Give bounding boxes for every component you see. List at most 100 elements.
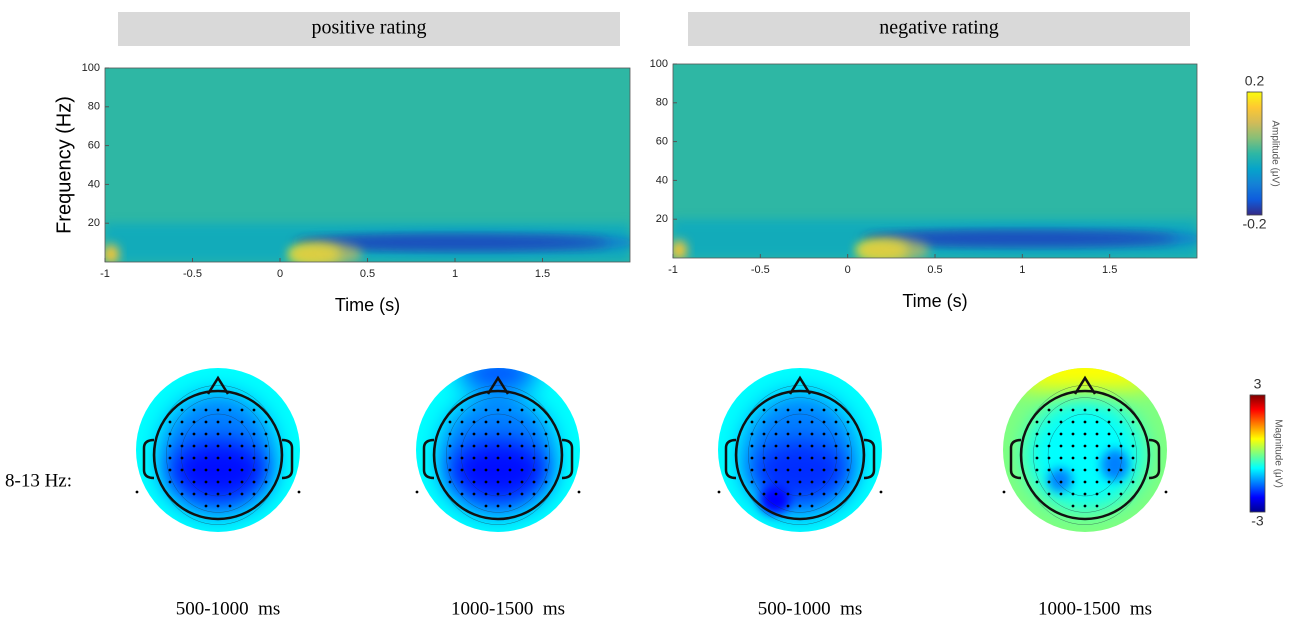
heatmap (105, 68, 630, 262)
electrode (460, 468, 464, 472)
electrode (810, 432, 814, 436)
x-tick-label: -0.5 (183, 268, 202, 280)
contour (748, 397, 852, 513)
electrode (1095, 432, 1099, 436)
y-tick-label: 60 (88, 140, 100, 152)
electrode (774, 480, 778, 484)
electrode (1059, 456, 1063, 460)
electrode (786, 456, 790, 460)
electrode (496, 432, 500, 436)
electrode (228, 468, 232, 472)
electrode (798, 456, 802, 460)
electrode (204, 468, 208, 472)
electrode (822, 468, 826, 472)
electrode (1047, 492, 1051, 496)
y-tick-label: 100 (82, 62, 100, 74)
electrode (1107, 408, 1111, 412)
electrode (252, 480, 256, 484)
electrode (520, 468, 524, 472)
electrode (228, 408, 232, 412)
electrode (786, 468, 790, 472)
electrode (762, 456, 766, 460)
electrode (204, 492, 208, 496)
electrode (1083, 480, 1087, 484)
electrode (1047, 444, 1051, 448)
head (432, 389, 564, 521)
head (734, 389, 866, 521)
evoked-blob (856, 238, 930, 258)
electrode (228, 480, 232, 484)
nose (206, 375, 230, 395)
electrode (460, 456, 464, 460)
title-bar (118, 12, 620, 46)
topomap (135, 368, 301, 532)
ear (863, 438, 876, 480)
electrode (508, 420, 512, 424)
electrode (834, 420, 838, 424)
electrode (834, 492, 838, 496)
electrode (448, 480, 452, 484)
electrode (448, 444, 452, 448)
electrode (1131, 444, 1135, 448)
electrode (544, 480, 548, 484)
electrode (228, 492, 232, 496)
electrode (496, 444, 500, 448)
electrode (786, 444, 790, 448)
electrode (774, 456, 778, 460)
ear (561, 438, 574, 480)
electrode (1095, 492, 1099, 496)
electrode (1119, 444, 1123, 448)
electrode (846, 432, 850, 436)
electrode (1164, 490, 1168, 494)
contour (180, 413, 256, 497)
electrode (532, 492, 536, 496)
electrode (762, 444, 766, 448)
electrode (879, 490, 883, 494)
colorbar-tick-label: -3 (1251, 513, 1264, 529)
electrode (834, 444, 838, 448)
topomap (1002, 368, 1168, 532)
contour (762, 413, 838, 497)
electrode (508, 456, 512, 460)
map-label: 500-1000 ms (176, 598, 281, 619)
electrode (822, 432, 826, 436)
x-tick-label: 1 (452, 268, 458, 280)
electrode (1059, 420, 1063, 424)
electrode (168, 456, 172, 460)
edge-blob (105, 244, 119, 262)
electrode (264, 420, 268, 424)
x-tick-label: 0 (845, 264, 851, 276)
electrode (1119, 480, 1123, 484)
electrode (520, 432, 524, 436)
electrode (810, 456, 814, 460)
electrode (1047, 456, 1051, 460)
electrode (1095, 456, 1099, 460)
electrode (520, 444, 524, 448)
electrode (1035, 480, 1039, 484)
electrode (180, 480, 184, 484)
electrode (216, 492, 220, 496)
y-axis-label: Frequency (Hz) (53, 96, 75, 234)
electrode (1131, 456, 1135, 460)
electrode (544, 468, 548, 472)
electrode (228, 444, 232, 448)
electrode (204, 456, 208, 460)
electrode (532, 408, 536, 412)
electrode (508, 432, 512, 436)
electrode (834, 432, 838, 436)
electrode (192, 492, 196, 496)
electrode (1071, 408, 1075, 412)
electrode (484, 504, 488, 508)
electrode (1119, 456, 1123, 460)
electrode (496, 468, 500, 472)
x-axis-label: Time (s) (335, 295, 400, 315)
nose (788, 375, 812, 395)
electrode (1119, 408, 1123, 412)
electrode (762, 432, 766, 436)
electrode (1035, 432, 1039, 436)
electrode (1059, 492, 1063, 496)
electrode (1119, 492, 1123, 496)
electrode (786, 420, 790, 424)
electrode (544, 444, 548, 448)
